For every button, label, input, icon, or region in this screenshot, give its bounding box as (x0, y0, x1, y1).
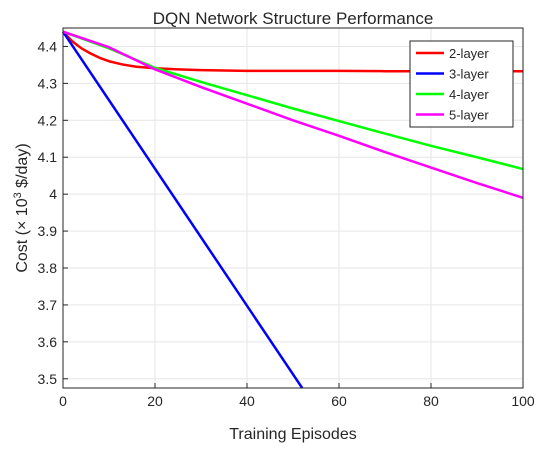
legend-label-3-layer: 3-layer (449, 67, 489, 82)
y-axis-label-superscript: 3 (12, 192, 24, 198)
y-tick-label: 4.2 (38, 112, 58, 128)
y-axis-label-prefix: Cost (× 10 (14, 198, 31, 272)
x-axis-ticks: 0 20 40 60 80 100 (59, 383, 535, 409)
series-line-2-layer (62, 30, 523, 73)
y-tick-label: 3.8 (38, 260, 58, 276)
series-line-3-layer (61, 30, 304, 389)
y-axis-label-suffix: $/day) (14, 143, 31, 192)
x-tick-label: 0 (59, 393, 67, 409)
legend-label-5-layer: 5-layer (449, 108, 489, 123)
x-axis-label: Training Episodes (229, 426, 356, 443)
series-lines (61, 30, 524, 389)
legend-label-4-layer: 4-layer (449, 87, 489, 102)
x-tick-label: 100 (511, 393, 535, 409)
y-tick-label: 3.6 (38, 334, 58, 350)
x-tick-label: 60 (331, 393, 347, 409)
y-tick-label: 3.5 (38, 371, 58, 387)
y-axis-ticks: 3.5 3.6 3.7 3.8 3.9 4 4.1 4.2 4.3 4.4 (38, 38, 68, 387)
y-tick-label: 4 (49, 186, 57, 202)
y-tick-label: 4.3 (38, 75, 58, 91)
legend-label-2-layer: 2-layer (449, 46, 489, 61)
x-tick-label: 40 (239, 393, 255, 409)
y-axis-label: Cost (× 103 $/day) (12, 143, 31, 272)
legend-box (409, 40, 514, 128)
x-tick-label: 20 (147, 393, 163, 409)
plot-area-frame (62, 27, 524, 389)
y-tick-label: 4.1 (38, 149, 58, 165)
y-tick-label: 3.7 (38, 297, 58, 313)
y-tick-label: 3.9 (38, 223, 58, 239)
series-line-5-layer (62, 30, 524, 200)
x-tick-label: 80 (423, 393, 439, 409)
y-tick-label: 4.4 (38, 38, 58, 54)
chart-title: DQN Network Structure Performance (153, 9, 434, 28)
legend: 2-layer 3-layer 4-layer 5-layer (409, 40, 514, 128)
